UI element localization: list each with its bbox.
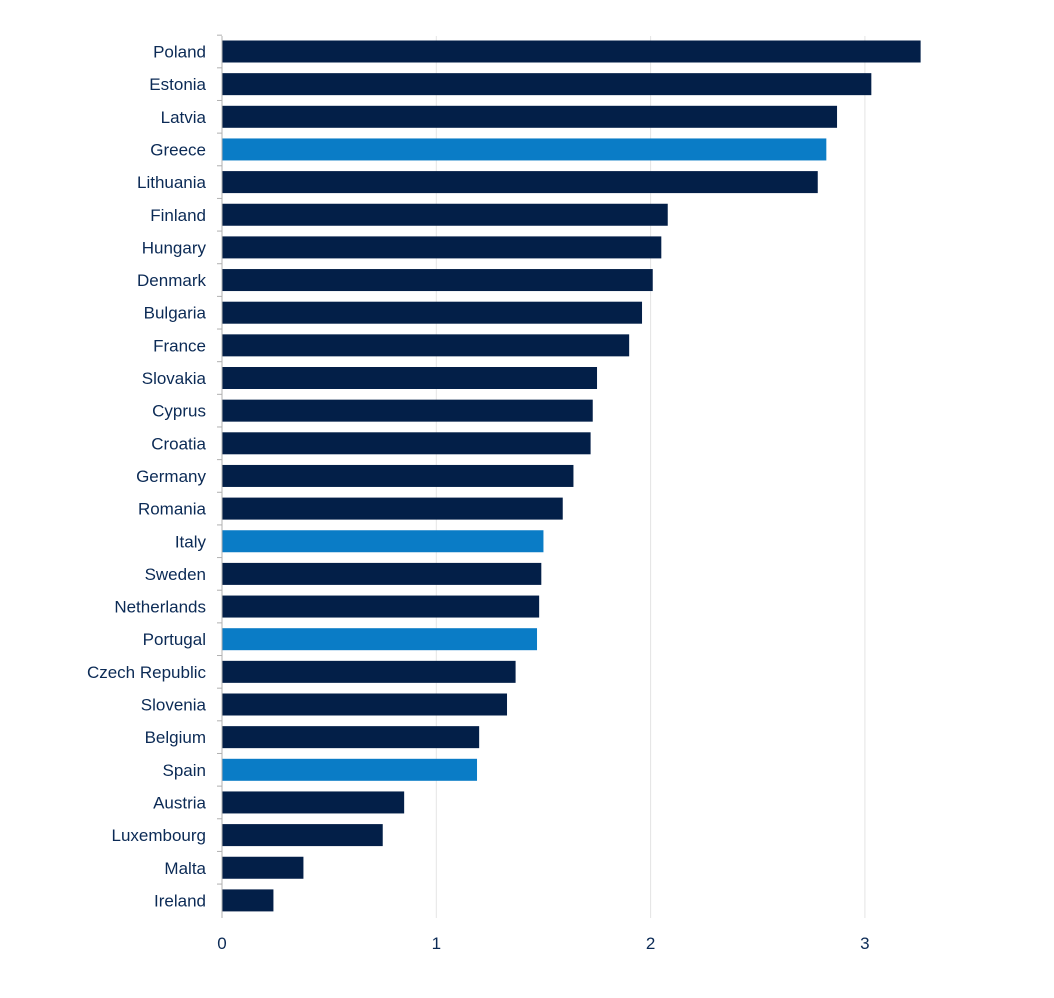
- category-label: Hungary: [142, 238, 207, 257]
- category-label: Portugal: [143, 630, 206, 649]
- x-tick-label: 0: [217, 934, 226, 953]
- bar-lithuania: [222, 171, 818, 194]
- category-label: Lithuania: [137, 173, 207, 192]
- bar-portugal: [222, 628, 538, 651]
- category-label: Croatia: [151, 434, 206, 453]
- category-label: Slovenia: [141, 696, 207, 715]
- bar-finland: [222, 203, 668, 226]
- category-label: Greece: [150, 140, 206, 159]
- bar-bulgaria: [222, 301, 643, 324]
- category-label: Latvia: [161, 108, 207, 127]
- category-labels: Poland Estonia Latvia Greece Lithuania Finlan…: [87, 43, 207, 911]
- bar-slovenia: [222, 693, 508, 716]
- bar-ireland: [222, 889, 274, 912]
- bar-latvia: [222, 105, 838, 128]
- bar-romania: [222, 497, 563, 520]
- category-label: Cyprus: [152, 402, 206, 421]
- category-label: Ireland: [154, 891, 206, 910]
- category-label: Denmark: [137, 271, 206, 290]
- y-axis: [217, 34, 223, 918]
- category-label: Italy: [175, 532, 207, 551]
- x-axis-tick-labels: 0 1 2 3: [217, 934, 869, 953]
- category-label: Sweden: [145, 565, 206, 584]
- x-tick-label: 3: [860, 934, 869, 953]
- bar-estonia: [222, 73, 872, 96]
- bar-denmark: [222, 269, 653, 292]
- category-label: Luxembourg: [111, 826, 206, 845]
- bar-austria: [222, 791, 405, 814]
- category-label: Spain: [163, 761, 206, 780]
- category-label: Germany: [136, 467, 206, 486]
- bar-sweden: [222, 562, 542, 585]
- category-label: Malta: [164, 859, 206, 878]
- bar-italy: [222, 530, 544, 553]
- category-label: Estonia: [149, 75, 206, 94]
- bar-france: [222, 334, 630, 357]
- category-label: Netherlands: [114, 598, 206, 617]
- category-label: Finland: [150, 206, 206, 225]
- bar-spain: [222, 758, 478, 781]
- bar-greece: [222, 138, 827, 161]
- bar-czech-republic: [222, 660, 516, 683]
- bar-belgium: [222, 726, 480, 749]
- category-label: Poland: [153, 43, 206, 62]
- x-tick-label: 1: [432, 934, 441, 953]
- bar-netherlands: [222, 595, 540, 618]
- category-label: Belgium: [145, 728, 206, 747]
- category-label: Austria: [153, 793, 206, 812]
- category-label: Romania: [138, 500, 207, 519]
- bar-slovakia: [222, 367, 598, 389]
- bar-malta: [222, 856, 304, 879]
- bars: [222, 40, 921, 912]
- category-label: Slovakia: [142, 369, 207, 388]
- bar-hungary: [222, 236, 662, 259]
- bar-croatia: [222, 432, 591, 455]
- category-label: Bulgaria: [144, 304, 207, 323]
- bar-cyprus: [222, 399, 593, 422]
- x-tick-label: 2: [646, 934, 655, 953]
- category-label: France: [153, 336, 206, 355]
- bar-luxembourg: [222, 824, 383, 847]
- bar-germany: [222, 464, 574, 487]
- bar-poland: [222, 40, 921, 63]
- category-label: Czech Republic: [87, 663, 207, 682]
